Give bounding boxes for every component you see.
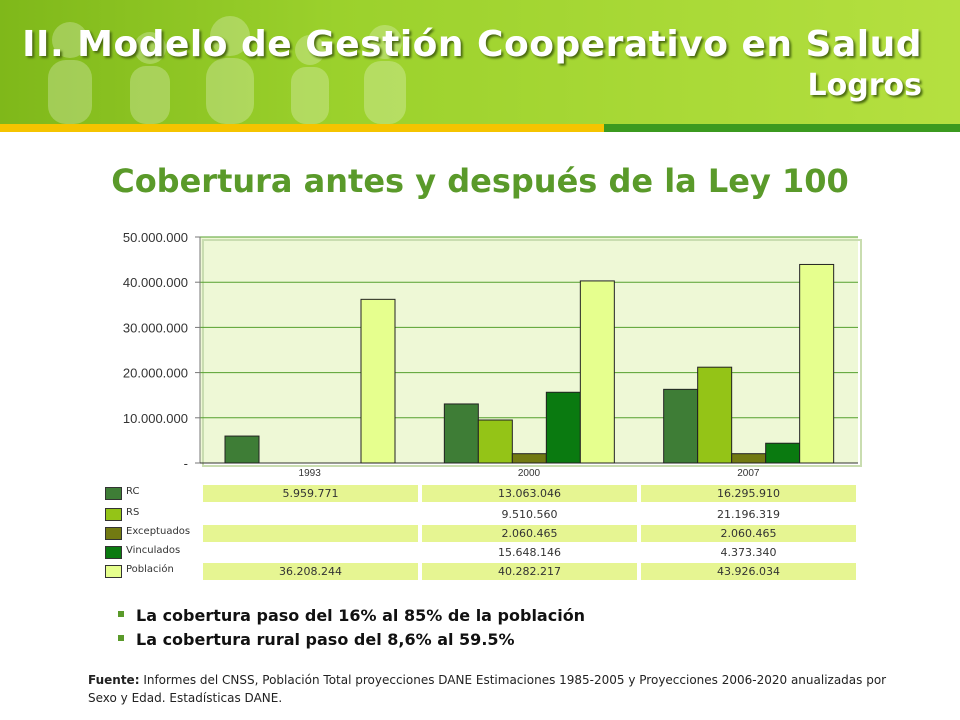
table-cell: 4.373.340: [720, 546, 777, 559]
chart-title: Cobertura antes y después de la Ley 100: [111, 162, 849, 200]
plot-area: [200, 237, 858, 463]
header-title: II. Modelo de Gestión Cooperativo en Sal…: [22, 24, 922, 65]
y-tick-label: -: [184, 456, 188, 471]
source-text: Informes del CNSS, Población Total proye…: [88, 673, 887, 705]
row-label: RC: [126, 486, 140, 497]
legend-swatch: [105, 546, 122, 559]
table-cell: 40.282.217: [422, 563, 637, 580]
table-cell: 2.060.465: [422, 525, 637, 542]
table-cell: 15.648.146: [498, 546, 561, 559]
y-tick-label: 40.000.000: [123, 275, 188, 290]
source-label: Fuente:: [88, 673, 140, 687]
legend-swatch: [105, 527, 122, 540]
header-banner: II. Modelo de Gestión Cooperativo en Sal…: [0, 0, 960, 124]
row-label: Vinculados: [126, 545, 181, 556]
x-tick-label: 2007: [737, 468, 760, 479]
table-cell: [203, 506, 418, 523]
header-subtitle: Logros: [807, 68, 922, 103]
bar-rc-2007: [663, 388, 699, 464]
bullet-text: La cobertura rural paso del 8,6% al 59.5…: [136, 630, 515, 649]
y-tick-label: 10.000.000: [123, 411, 188, 426]
table-cell: 16.295.910: [641, 485, 856, 502]
bullet-item: La cobertura paso del 16% al 85% de la p…: [118, 606, 585, 625]
legend-swatch: [105, 487, 122, 500]
header-stripe-green: [604, 124, 960, 132]
y-tick-label: 20.000.000: [123, 366, 188, 381]
y-tick-label: 50.000.000: [123, 230, 188, 245]
table-cell: 43.926.034: [641, 563, 856, 580]
table-row: Vinculados 15.648.146 4.373.340: [105, 544, 860, 561]
bar-población-1993: [360, 298, 396, 464]
people-decoration-icon: [48, 16, 406, 124]
table-cell: 13.063.046: [422, 485, 637, 502]
bar-vinculados-2007: [765, 442, 801, 464]
legend-swatch: [105, 508, 122, 521]
plot-shadow: [202, 239, 862, 467]
table-row: RS 9.510.560 21.196.319: [105, 506, 860, 523]
table-cell: [203, 544, 418, 561]
table-row: RC 5.959.771 13.063.046 16.295.910: [105, 485, 860, 502]
bar-exceptuados-2007: [731, 453, 767, 464]
legend-swatch: [105, 565, 122, 578]
table-cell: [203, 525, 418, 542]
row-label: Exceptuados: [126, 526, 191, 537]
table-row: Exceptuados 2.060.465 2.060.465: [105, 525, 860, 542]
bar-rc-1993: [224, 435, 260, 464]
x-tick-label: 2000: [518, 468, 541, 479]
bar-exceptuados-2000: [511, 453, 547, 464]
source-note: Fuente: Informes del CNSS, Población Tot…: [88, 671, 908, 707]
table-cell: 5.959.771: [203, 485, 418, 502]
y-tick-label: 30.000.000: [123, 320, 188, 335]
bar-rs-2000: [477, 419, 513, 464]
bullet-list: La cobertura paso del 16% al 85% de la p…: [118, 606, 585, 654]
header-stripe-yellow: [0, 124, 604, 132]
x-tick-label: 1993: [299, 468, 322, 479]
table-row: Población 36.208.244 40.282.217 43.926.034: [105, 563, 860, 580]
bar-población-2007: [799, 263, 835, 464]
bar-rs-2007: [697, 366, 733, 464]
bar-vinculados-2000: [545, 391, 581, 464]
bullet-icon: [118, 635, 124, 641]
table-cell: 21.196.319: [717, 508, 780, 521]
bullet-icon: [118, 611, 124, 617]
bar-población-2000: [579, 280, 615, 464]
table-cell: 2.060.465: [641, 525, 856, 542]
table-cell: 9.510.560: [501, 508, 558, 521]
row-label: RS: [126, 507, 140, 518]
bullet-text: La cobertura paso del 16% al 85% de la p…: [136, 606, 586, 625]
table-cell: 36.208.244: [203, 563, 418, 580]
row-label: Población: [126, 564, 174, 575]
bullet-item: La cobertura rural paso del 8,6% al 59.5…: [118, 630, 585, 649]
bar-rc-2000: [443, 403, 479, 464]
